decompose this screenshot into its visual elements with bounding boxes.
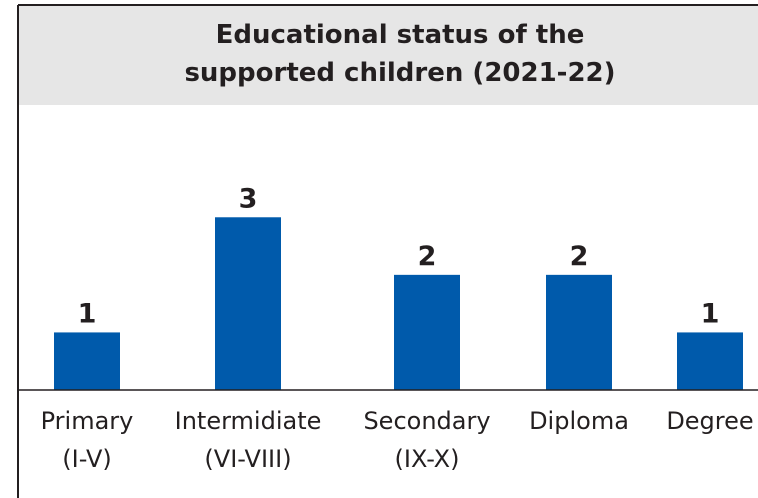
- chart-title: Educational status of the supported chil…: [184, 20, 616, 88]
- bar: [54, 332, 120, 390]
- title-band: [18, 5, 758, 105]
- value-label: 2: [570, 241, 589, 272]
- x-tick-label: Intermidiate (VI-VIII): [174, 407, 322, 473]
- bar: [394, 274, 460, 390]
- x-tick-label: Secondary (IX-X): [363, 407, 491, 473]
- value-label: 1: [78, 298, 97, 329]
- bar: [677, 332, 743, 390]
- value-label: 2: [418, 241, 437, 272]
- x-tick-label: Primary (I-V): [40, 407, 134, 473]
- bar: [546, 274, 612, 390]
- value-label: 1: [701, 298, 720, 329]
- x-tick-label: Degree: [666, 407, 754, 435]
- bar: [215, 217, 281, 390]
- x-tick-label: Diploma: [529, 407, 629, 435]
- value-label: 3: [239, 183, 258, 214]
